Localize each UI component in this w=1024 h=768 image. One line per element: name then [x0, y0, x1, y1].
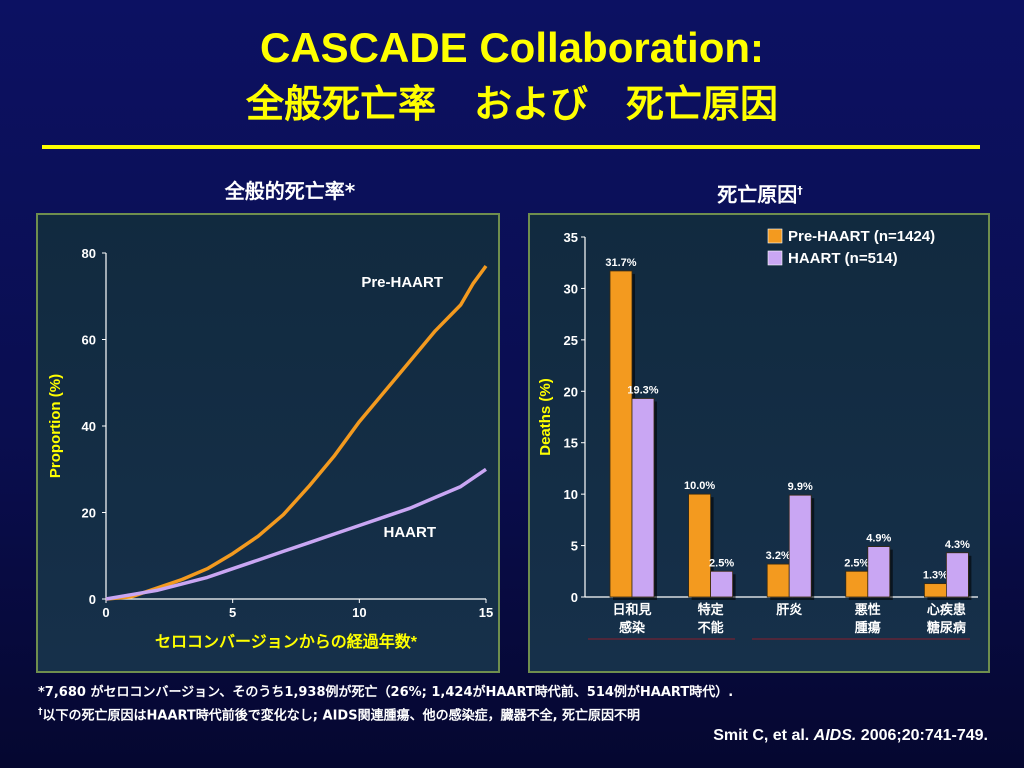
y-tick-label: 5 [571, 539, 578, 554]
citation: Smit C, et al. AIDS. 2006;20:741-749. [713, 726, 988, 746]
y-tick-label: 0 [571, 590, 578, 605]
bar-data-label: 2.5% [844, 557, 869, 569]
bar [845, 570, 869, 598]
legend-label: HAART (n=514) [788, 250, 898, 267]
bar [688, 493, 712, 598]
footnote-2-text: 以下の死亡原因はHAART時代前後で変化なし; AIDS関連腫瘍、他の感染症，臓… [42, 708, 641, 724]
y-axis-title: Deaths (%) [537, 378, 554, 456]
category-label: 悪性 [855, 602, 881, 617]
category-label: 肝炎 [776, 602, 802, 617]
y-tick-label: 25 [564, 333, 578, 348]
bar-data-label: 2.5% [709, 557, 734, 569]
citation-journal: AIDS. [813, 727, 857, 744]
title-line-2: 全般死亡率 および 死亡原因 [245, 82, 778, 126]
causes-chart-panel: 0 5 10 15 20 25 30 35 Deaths (%) 31.7% 19.3% 日和見感染 1… [528, 213, 990, 673]
title-underline [42, 145, 980, 149]
bar-data-label: 3.2% [766, 550, 791, 562]
bar [867, 546, 891, 598]
bar-data-label: 1.3% [923, 570, 948, 582]
y-tick-label: 20 [82, 506, 96, 521]
y-tick-label: 10 [564, 487, 578, 502]
series-label-haart: HAART [384, 524, 437, 541]
bar-data-label: 31.7% [605, 257, 636, 269]
y-axis-title: Proportion (%) [47, 374, 64, 478]
y-tick-label: 60 [82, 333, 96, 348]
x-tick-label: 5 [229, 605, 236, 620]
bar [710, 570, 734, 598]
bar [631, 398, 655, 598]
category-label: 特定 [698, 602, 724, 617]
right-chart-subtitle: 死亡原因† [660, 178, 860, 208]
series-line-pre-haart [105, 264, 488, 601]
y-tick-label: 20 [564, 384, 578, 399]
title-line-1: CASCADE Collaboration: [260, 24, 764, 71]
legend-label: Pre-HAART (n=1424) [788, 228, 935, 245]
bar [923, 583, 947, 598]
citation-author: Smit C, et al. [713, 727, 814, 744]
x-tick-label: 15 [479, 605, 493, 620]
category-label: 糖尿病 [927, 620, 966, 635]
y-tick-label: 80 [82, 246, 96, 261]
footnote-2: †以下の死亡原因はHAART時代前後で変化なし; AIDS関連腫瘍、他の感染症，… [38, 703, 640, 725]
left-chart-subtitle: 全般的死亡率* [224, 179, 356, 203]
bar-data-label: 9.9% [788, 481, 813, 493]
y-tick-label: 15 [564, 436, 578, 451]
bar [609, 270, 633, 598]
footnote-1: *7,680 がセロコンバージョン、そのうち1,938例が死亡（26%; 1,4… [38, 685, 734, 700]
x-tick-label: 0 [102, 605, 109, 620]
dagger-mark: † [797, 184, 803, 197]
category-label: 腫瘍 [855, 620, 881, 635]
legend-swatch [767, 250, 783, 266]
x-tick-label: 10 [352, 605, 366, 620]
series-label-pre-haart: Pre-HAART [361, 274, 443, 291]
bar-data-label: 19.3% [627, 384, 658, 396]
category-label: 不能 [698, 620, 724, 635]
mortality-line-chart: 0 20 40 60 80 0 5 10 15 Proportion (%) セロコンバージョンから… [47, 246, 493, 651]
bar [945, 552, 969, 598]
series-line-haart [105, 467, 487, 601]
bar [766, 563, 790, 598]
mortality-chart-panel: 0 20 40 60 80 0 5 10 15 Proportion (%) セロコンバージョンから… [36, 213, 500, 673]
bar [788, 494, 812, 598]
right-chart-subtitle-text: 死亡原因 [717, 182, 798, 207]
y-tick-label: 0 [89, 592, 96, 607]
bar-data-label: 4.3% [945, 539, 970, 551]
y-tick-label: 30 [564, 281, 578, 296]
legend-swatch [767, 228, 783, 244]
bar-data-label: 4.9% [866, 533, 891, 545]
bar-data-label: 10.0% [684, 480, 715, 492]
citation-rest: 2006;20:741-749. [856, 727, 988, 744]
x-axis-title: セロコンバージョンからの経過年数* [155, 632, 418, 651]
category-label: 日和見 [612, 602, 651, 617]
footnote-2-mark: † [38, 707, 43, 717]
y-tick-label: 35 [564, 230, 578, 245]
y-tick-label: 40 [82, 419, 96, 434]
category-label: 感染 [619, 620, 646, 635]
category-label: 心疾患 [927, 602, 966, 617]
